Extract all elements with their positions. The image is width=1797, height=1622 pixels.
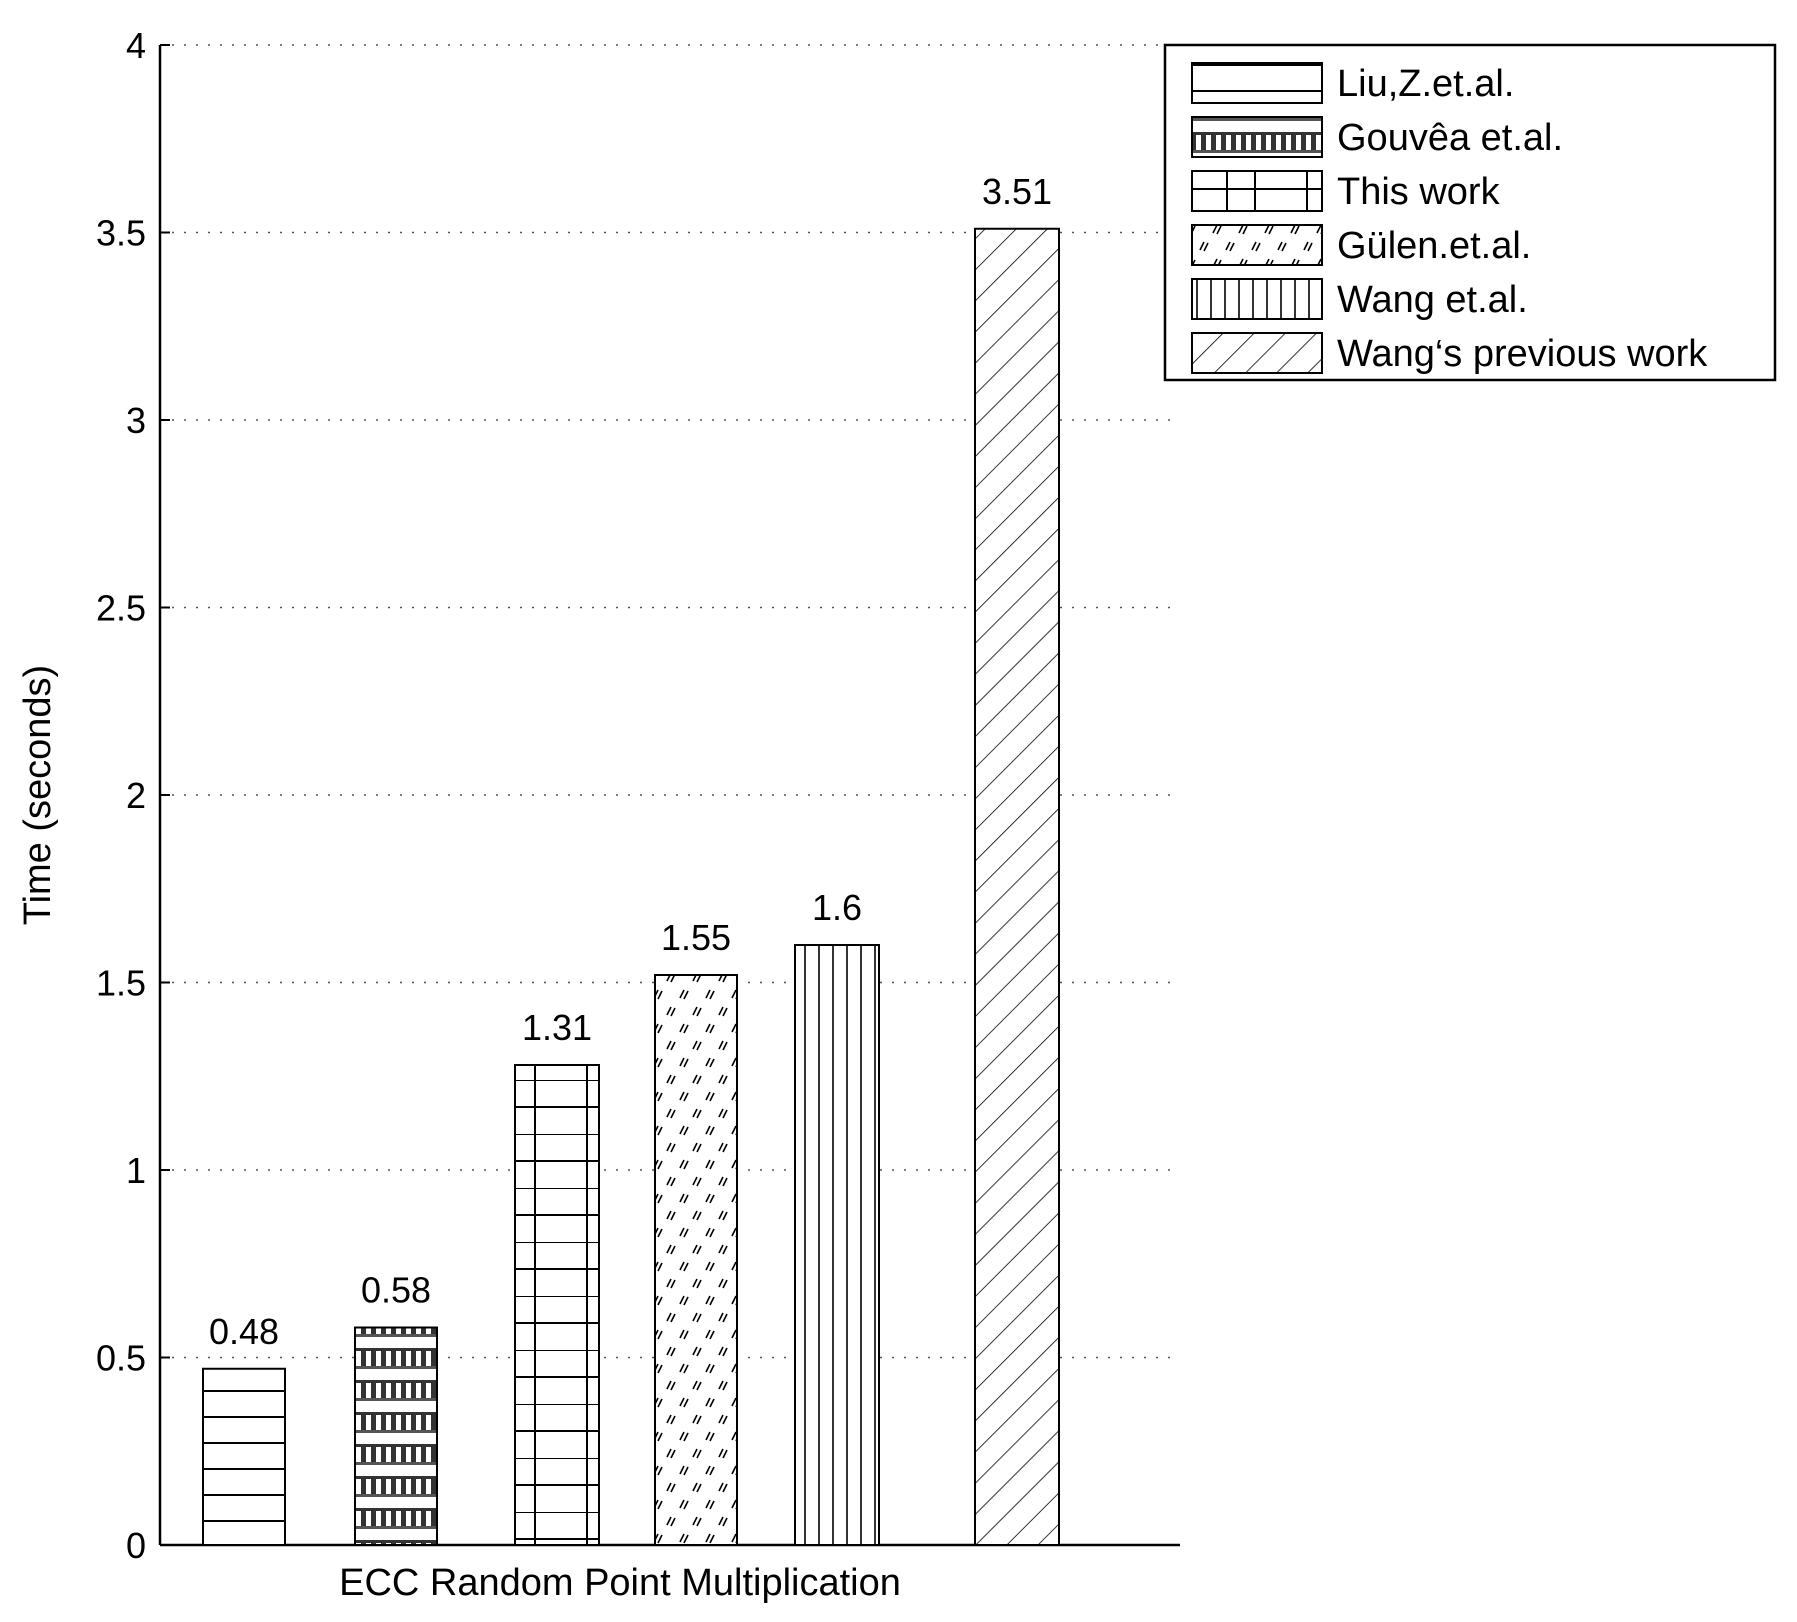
legend-entry-label: Wang‘s previous work [1337,333,1708,375]
bar-value-label: 1.55 [661,917,731,958]
bar-value-label: 0.58 [361,1270,431,1311]
y-tick-label: 1 [126,1150,146,1191]
y-tick-label: 3.5 [96,213,146,254]
y-ticks: 0 0.5 1 1.5 2 2.5 3 3.5 4 [96,25,170,1566]
y-tick-label: 0 [126,1525,146,1566]
y-tick-label: 2.5 [96,588,146,629]
legend-swatch [1191,332,1323,374]
bar-3 [514,1064,600,1546]
y-tick-label: 4 [126,25,146,66]
bar-4 [654,974,738,1546]
legend-entry-label: Gouvêa et.al. [1337,117,1563,159]
bars [202,227,1060,1546]
legend-entry-label: Liu,Z.et.al. [1337,63,1514,105]
bar-5 [794,944,880,1546]
bar-6 [974,227,1060,1546]
bar-value-label: 0.48 [209,1311,279,1352]
x-axis-title: ECC Random Point Multiplication [339,1562,901,1604]
y-tick-label: 3 [126,400,146,441]
legend-entry-label: Gülen.et.al. [1337,225,1531,267]
legend-swatch [1191,278,1323,320]
legend: Liu,Z.et.al. Gouvêa et.al. This work Gülen.… [1163,43,1777,382]
bar-value-label: 3.51 [982,171,1052,212]
bar-value-label: 1.31 [522,1007,592,1048]
y-tick-label: 1.5 [96,963,146,1004]
y-tick-label: 0.5 [96,1338,146,1379]
bar-1 [202,1367,286,1546]
legend-swatch [1191,170,1323,212]
bar-2 [354,1326,438,1546]
y-axis-title: Time (seconds) [17,665,59,925]
legend-swatch [1191,224,1323,266]
legend-entry-label: Wang et.al. [1337,279,1528,321]
legend-swatch [1191,62,1323,104]
legend-swatch [1191,116,1323,158]
data-labels: 0.48 0.58 1.31 1.55 1.6 3.51 [209,171,1052,1352]
legend-entry-label: This work [1337,171,1501,213]
grid-lines [160,44,1180,1359]
bar-value-label: 1.6 [812,887,862,928]
y-tick-label: 2 [126,775,146,816]
